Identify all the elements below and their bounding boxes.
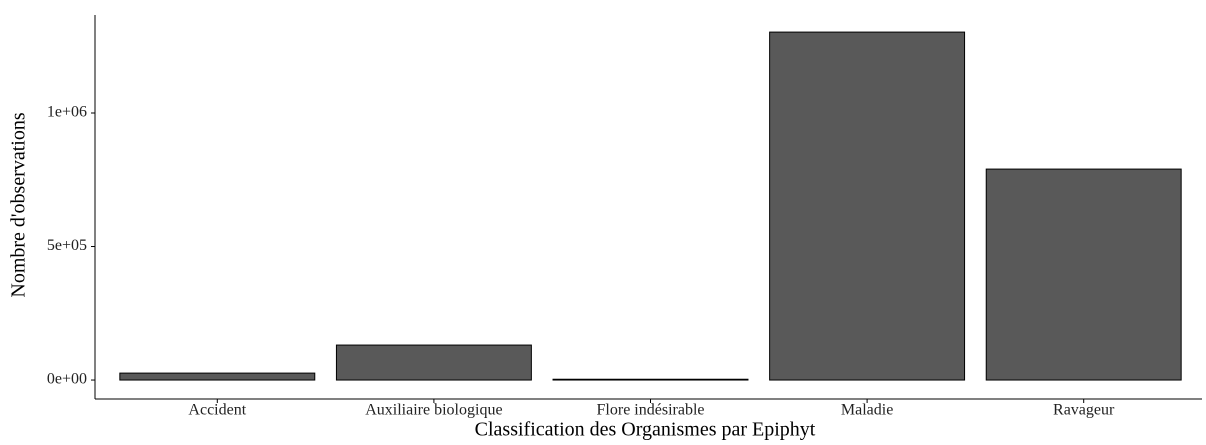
x-tick-label: Flore indésirable (597, 402, 705, 419)
x-tick-label: Accident (188, 402, 246, 419)
bar (552, 378, 749, 381)
bar (769, 31, 966, 381)
bar (985, 168, 1182, 381)
x-axis-title: Classification des Organismes par Epiphy… (475, 419, 816, 441)
bar (119, 372, 316, 381)
bar (335, 344, 532, 381)
y-axis-title: Nombre d'observations (8, 112, 30, 297)
y-tick-label: 1e+06 (47, 104, 87, 121)
x-tick-label: Auxiliaire biologique (365, 402, 502, 419)
y-tick-label: 5e+05 (47, 237, 87, 254)
x-tick-label: Ravageur (1053, 402, 1115, 419)
y-tick-label: 0e+00 (47, 371, 87, 388)
x-tick-label: Maladie (841, 402, 893, 419)
